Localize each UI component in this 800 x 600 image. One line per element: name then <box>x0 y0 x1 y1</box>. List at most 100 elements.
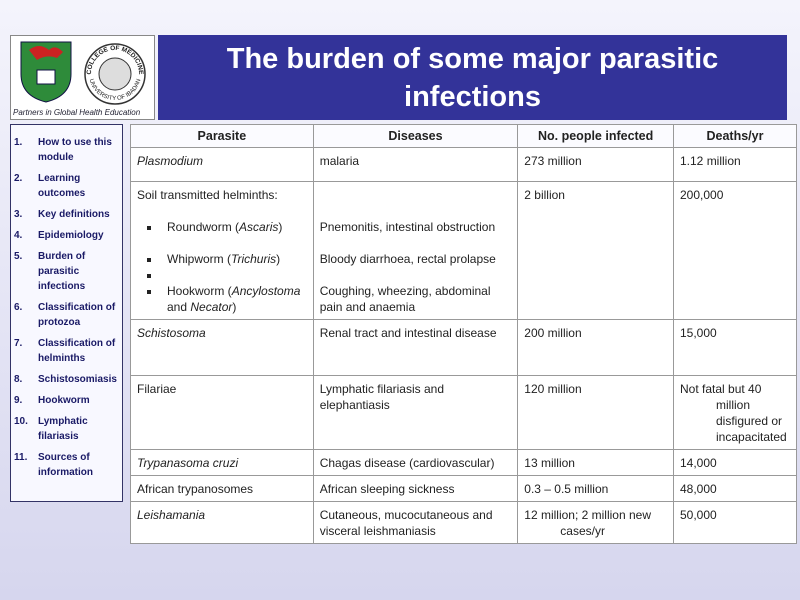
col-header: Deaths/yr <box>673 124 797 148</box>
cell: Chagas disease (cardiovascular) <box>312 449 519 476</box>
nav-label: How to use this module <box>38 137 112 163</box>
text: 12 million; 2 million new cases/yr <box>524 508 651 538</box>
nav-label: Lymphatic filariasis <box>38 416 88 442</box>
cell: Schistosoma <box>130 319 314 376</box>
nav-number: 7. <box>14 338 23 349</box>
nav-number: 4. <box>14 230 23 241</box>
nav-label: Burden of parasitic infections <box>38 251 86 292</box>
text: Necator <box>190 300 233 314</box>
logo-art: COLLEGE OF MEDICINE UNIVERSITY OF IBADAN <box>20 41 146 105</box>
list-item: Hookworm (Ancylostoma and Necator) <box>161 283 307 315</box>
cell: African trypanosomes <box>130 475 314 502</box>
nav-item[interactable]: 1. How to use this module <box>14 135 118 165</box>
nav-number: 6. <box>14 302 23 313</box>
nav-number: 3. <box>14 209 23 220</box>
nav-item[interactable]: 10. Lymphatic filariasis <box>14 414 118 444</box>
cell: Pnemonitis, intestinal obstruction Blood… <box>312 181 519 320</box>
nav-number: 5. <box>14 251 23 262</box>
text: Roundworm ( <box>167 220 240 234</box>
list-item: Roundworm (Ascaris) <box>161 219 307 235</box>
list-item: Whipworm (Trichuris) <box>161 251 307 267</box>
cell: 50,000 <box>673 501 797 544</box>
text: Coughing, wheezing, abdominal pain and a… <box>319 284 491 314</box>
cell: 200 million <box>517 319 674 376</box>
row: African trypanosomes African sleeping si… <box>130 475 797 502</box>
nav-item[interactable]: 8. Schistosomiasis <box>14 372 118 387</box>
nav-number: 10. <box>14 416 28 427</box>
text: Pnemonitis, intestinal obstruction <box>319 220 496 234</box>
nav-item[interactable]: 7. Classification of helminths <box>14 336 118 366</box>
cell: 273 million <box>517 147 674 182</box>
text: ) <box>232 300 237 314</box>
col-header: No. people infected <box>517 124 674 148</box>
row: Filariae Lymphatic filariasis and elepha… <box>130 375 797 450</box>
cell-heading: Soil transmitted helminths: <box>137 188 278 202</box>
nav-label: Schistosomiasis <box>38 374 117 385</box>
cell: Trypanasoma cruzi <box>130 449 314 476</box>
nav-item[interactable]: 2. Learning outcomes <box>14 171 118 201</box>
cell: Cutaneous, mucocutaneous and visceral le… <box>312 501 519 544</box>
header-row: Parasite Diseases No. people infected De… <box>130 124 797 148</box>
cell: 2 billion <box>517 181 674 320</box>
nav-label: Learning outcomes <box>38 173 86 199</box>
text: Ascaris <box>239 220 279 234</box>
cell: 120 million <box>517 375 674 450</box>
col-header: Parasite <box>130 124 314 148</box>
cell: African sleeping sickness <box>312 475 519 502</box>
col-header: Diseases <box>312 124 519 148</box>
nav-item[interactable]: 5. Burden of parasitic infections <box>14 249 118 294</box>
cell: 200,000 <box>673 181 797 320</box>
cell: 48,000 <box>673 475 797 502</box>
text: Trichuris <box>231 252 277 266</box>
table: Parasite Diseases No. people infected De… <box>130 124 797 544</box>
cell: Renal tract and intestinal disease <box>312 319 519 376</box>
logo-caption: Partners in Global Health Education <box>13 108 141 117</box>
nav-item[interactable]: 11. Sources of information <box>14 450 118 480</box>
text: Bloody diarrhoea, rectal prolapse <box>319 252 496 266</box>
row: Trypanasoma cruzi Chagas disease (cardio… <box>130 449 797 476</box>
nav-item[interactable]: 4. Epidemiology <box>14 228 118 243</box>
nav-label: Hookworm <box>38 395 90 406</box>
nav-number: 1. <box>14 137 23 148</box>
nav: 1. How to use this module 2. Learning outco… <box>10 124 123 502</box>
cell: Not fatal but 40 million disfigured or i… <box>673 375 797 450</box>
nav-label: Epidemiology <box>38 230 104 241</box>
nav-number: 11. <box>14 452 28 463</box>
nav-item[interactable]: 6. Classification of protozoa <box>14 300 118 330</box>
nav-label: Sources of information <box>38 452 93 478</box>
cell: 15,000 <box>673 319 797 376</box>
logo: COLLEGE OF MEDICINE UNIVERSITY OF IBADAN… <box>10 35 155 120</box>
nav-label: Classification of helminths <box>38 338 116 364</box>
text: Whipworm ( <box>167 252 232 266</box>
cell: 0.3 – 0.5 million <box>517 475 674 502</box>
list: Roundworm (Ascaris) Whipworm (Trichuris)… <box>137 219 307 315</box>
nav-item[interactable]: 9. Hookworm <box>14 393 118 408</box>
title: The burden of some major parasitic infec… <box>158 35 787 120</box>
cell: malaria <box>312 147 519 182</box>
cell: Plasmodium <box>130 147 314 182</box>
row: Soil transmitted helminths: Roundworm (A… <box>130 181 797 320</box>
row: Plasmodium malaria 273 million 1.12 mill… <box>130 147 797 182</box>
text: ) <box>278 220 283 234</box>
nav-number: 9. <box>14 395 23 406</box>
nav-number: 2. <box>14 173 23 184</box>
cell: Filariae <box>130 375 314 450</box>
row: Schistosoma Renal tract and intestinal d… <box>130 319 797 376</box>
nav-label: Classification of protozoa <box>38 302 116 328</box>
nav-number: 8. <box>14 374 23 385</box>
text: and <box>167 300 191 314</box>
cell: Lymphatic filariasis and elephantiasis <box>312 375 519 450</box>
row: Leishamania Cutaneous, mucocutaneous and… <box>130 501 797 544</box>
text: Hookworm ( <box>167 284 232 298</box>
cell: 1.12 million <box>673 147 797 182</box>
nav-label: Key definitions <box>38 209 110 220</box>
nav-item[interactable]: 3. Key definitions <box>14 207 118 222</box>
dragon <box>29 46 63 60</box>
list-item-empty <box>161 267 307 283</box>
cell: Leishamania <box>130 501 314 544</box>
seal-inner <box>98 57 132 91</box>
cell: Soil transmitted helminths: Roundworm (A… <box>130 181 314 320</box>
cell: 13 million <box>517 449 674 476</box>
book <box>36 69 56 85</box>
